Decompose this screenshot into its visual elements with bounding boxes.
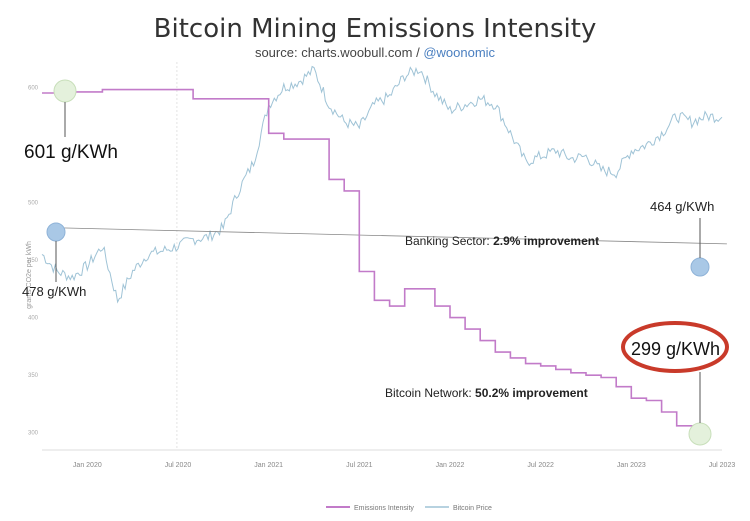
- x-tick-label: Jan 2023: [617, 462, 646, 469]
- bitcoin-label-text: Bitcoin Network:: [385, 386, 475, 400]
- banking-label-text: Banking Sector:: [405, 234, 493, 248]
- y-tick-label: 450: [28, 258, 39, 264]
- y-tick-label: 600: [28, 85, 39, 91]
- annotation-464: 464 g/KWh: [650, 199, 714, 214]
- banking-sector-label: Banking Sector: 2.9% improvement: [405, 234, 599, 248]
- x-tick-label: Jul 2021: [346, 462, 373, 469]
- x-tick-label: Jul 2023: [709, 462, 736, 469]
- x-tick-label: Jul 2022: [527, 462, 554, 469]
- x-axis-ticks: Jan 2020 Jul 2020 Jan 2021 Jul 2021 Jan 2022…: [73, 462, 735, 469]
- marker-end-banking: [690, 257, 710, 277]
- legend: Emissions Intensity Bitcoin Price: [326, 505, 492, 512]
- marker-end-bitcoin: [688, 422, 712, 446]
- highlight-ellipse: [621, 321, 729, 373]
- chart-subtitle: source: charts.woobull.com / @woonomic: [0, 45, 750, 60]
- legend-label-emissions[interactable]: Emissions Intensity: [354, 505, 414, 512]
- x-tick-label: Jan 2021: [254, 462, 283, 469]
- legend-label-price[interactable]: Bitcoin Price: [453, 505, 492, 512]
- marker-start-banking: [46, 222, 66, 242]
- marker-start-bitcoin: [53, 79, 77, 103]
- y-axis-ticks: 600 500 450 400 350 300: [28, 85, 39, 436]
- annotation-601: 601 g/KWh: [24, 142, 118, 163]
- x-tick-label: Jan 2022: [436, 462, 465, 469]
- bitcoin-value-text: 50.2% improvement: [475, 386, 588, 400]
- y-tick-label: 350: [28, 373, 39, 379]
- x-tick-label: Jan 2020: [73, 462, 102, 469]
- y-tick-label: 300: [28, 431, 39, 437]
- y-axis-label: grams CO2e per kWh: [26, 241, 33, 309]
- series-group: [41, 65, 727, 434]
- series-line-emissions-intensity: [42, 88, 708, 434]
- x-tick-label: Jul 2020: [165, 462, 192, 469]
- series-line-banking-sector: [55, 227, 727, 245]
- series-line-bitcoin-price: [41, 65, 723, 304]
- y-tick-label: 500: [28, 200, 39, 206]
- y-tick-label: 400: [28, 316, 39, 322]
- source-prefix: source: charts.woobull.com /: [254, 45, 424, 60]
- annotation-478: 478 g/KWh: [22, 284, 86, 299]
- source-handle[interactable]: @woonomic: [423, 45, 496, 60]
- chart-grid: [42, 62, 722, 451]
- bitcoin-network-label: Bitcoin Network: 50.2% improvement: [385, 386, 588, 400]
- markers-group: [46, 79, 712, 446]
- banking-value-text: 2.9% improvement: [493, 234, 599, 248]
- chart-title: Bitcoin Mining Emissions Intensity: [153, 14, 597, 44]
- annotation-299: 299 g/KWh: [631, 339, 720, 359]
